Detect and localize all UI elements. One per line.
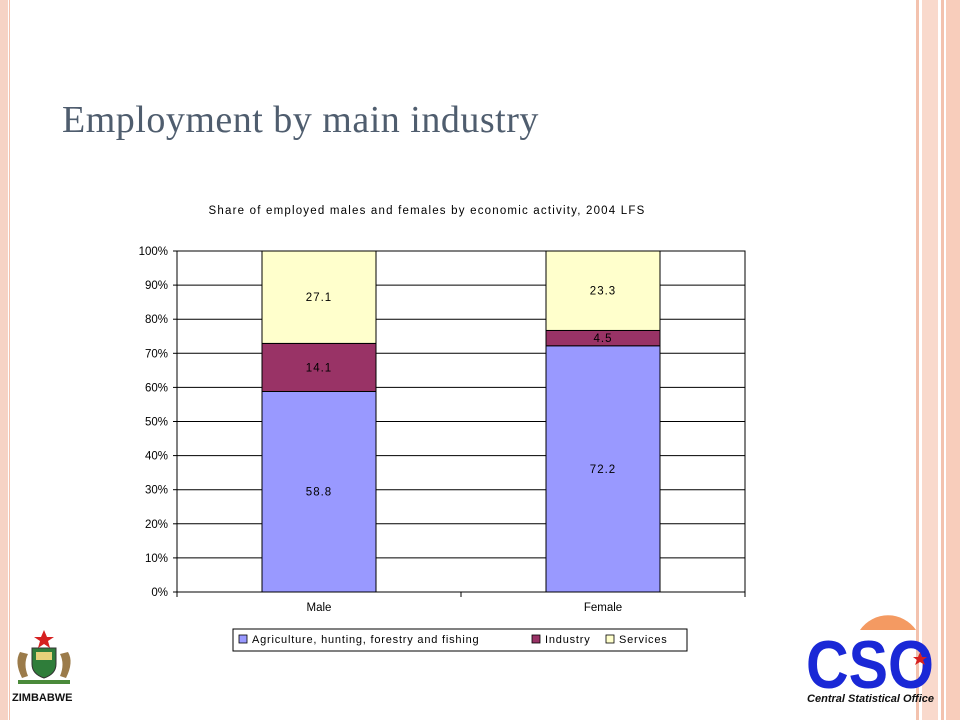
legend-swatch-services	[605, 634, 615, 644]
y-tick-label: 20%	[145, 519, 168, 531]
bar-segment	[261, 390, 377, 593]
y-tick-label: 50%	[145, 417, 168, 429]
legend-swatch-agriculture	[238, 634, 248, 644]
y-tick-label: 10%	[145, 553, 168, 565]
data-label: 58.8	[306, 487, 332, 499]
y-tick-label: 100%	[139, 246, 168, 258]
legend-box	[232, 628, 688, 652]
slide-title: Employment by main industry	[62, 99, 539, 141]
data-label: 14.1	[306, 362, 332, 374]
y-tick-label: 40%	[145, 451, 168, 463]
legend: Agriculture, hunting, forestry and fishi…	[232, 628, 688, 652]
bar-segment	[261, 250, 377, 344]
legend-label-agriculture: Agriculture, hunting, forestry and fishi…	[252, 634, 479, 646]
legend-label-services: Services	[619, 634, 668, 646]
data-label: 4.5	[594, 333, 613, 345]
x-tick-label: Female	[584, 602, 622, 614]
y-tick-label: 70%	[145, 348, 168, 360]
cso-logo: CSO	[806, 615, 934, 692]
cso-label: Central Statistical Office	[807, 693, 934, 705]
right-border	[916, 0, 960, 720]
data-label: 72.2	[590, 464, 616, 476]
y-tick-label: 30%	[145, 485, 168, 497]
bar-segment	[261, 342, 377, 392]
chart-title: Share of employed males and females by e…	[209, 205, 646, 217]
data-label: 23.3	[590, 286, 616, 298]
zimbabwe-label: ZIMBABWE	[12, 692, 73, 704]
bar-segment	[545, 250, 661, 331]
cso-logo-text: CSO	[806, 627, 934, 692]
zimbabwe-coat-of-arms-logo	[17, 630, 71, 684]
y-tick-label: 0%	[151, 587, 168, 599]
data-label: 27.1	[306, 292, 332, 304]
legend-label-industry: Industry	[545, 634, 591, 646]
y-tick-label: 90%	[145, 280, 168, 292]
left-border	[0, 0, 10, 720]
plot-area: 0% 10% 20% 30% 40% 50% 60% 70% 80% 90% 100% 58.8 14.…	[139, 246, 746, 614]
y-tick-label: 80%	[145, 314, 168, 326]
legend-swatch-industry	[531, 634, 541, 644]
y-tick-label: 60%	[145, 382, 168, 394]
x-tick-label: Male	[307, 602, 332, 614]
